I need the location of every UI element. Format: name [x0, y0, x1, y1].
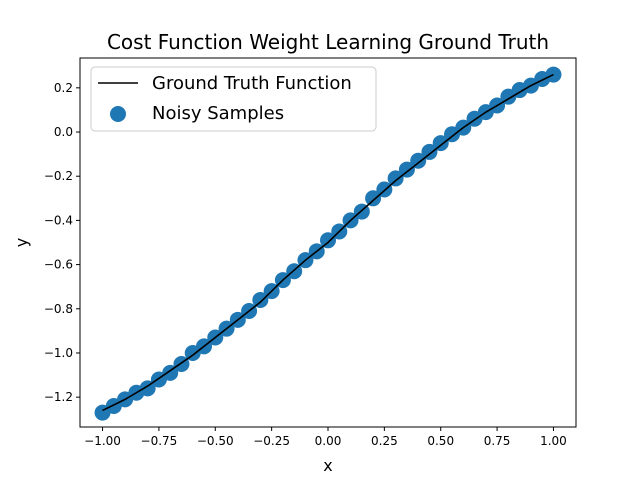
- x-tick-label: 0.50: [427, 434, 454, 448]
- plot-data: [94, 66, 562, 421]
- y-tick-label: 0.0: [54, 125, 73, 139]
- legend-item-noisy-samples: Noisy Samples: [152, 103, 284, 124]
- y-tick-label: −0.6: [44, 258, 73, 272]
- x-tick-label: 0.00: [315, 434, 342, 448]
- y-tick-label: −0.8: [44, 302, 73, 316]
- x-tick-label: −0.75: [141, 434, 178, 448]
- x-axis-label: x: [323, 456, 332, 475]
- y-axis: −1.2 −1.0 −0.8 −0.6 −0.4 −0.2 0.0 0.2: [44, 81, 80, 404]
- scatter-point: [365, 190, 382, 207]
- scatter-point: [432, 135, 449, 152]
- legend-item-ground-truth: Ground Truth Function: [152, 73, 352, 94]
- y-tick-label: −1.2: [44, 390, 73, 404]
- scatter-point: [421, 143, 438, 160]
- x-tick-label: −0.50: [197, 434, 234, 448]
- x-tick-label: 1.00: [540, 434, 567, 448]
- y-tick-label: −0.4: [44, 213, 73, 227]
- legend-box: [90, 66, 377, 132]
- legend: Ground Truth Function Noisy Samples: [90, 66, 377, 132]
- legend-marker-swatch: [110, 106, 126, 122]
- x-tick-label: −0.25: [253, 434, 290, 448]
- ground-truth-line: [102, 73, 554, 412]
- x-axis: −1.00 −0.75 −0.50 −0.25 0.00 0.25 0.50 0.75 1.00: [84, 427, 567, 448]
- scatter-point: [410, 152, 427, 169]
- scatter-point: [398, 161, 415, 178]
- chart-title: Cost Function Weight Learning Ground Tru…: [107, 30, 549, 54]
- scatter-point: [545, 66, 562, 83]
- y-tick-label: −1.0: [44, 346, 73, 360]
- x-tick-label: −1.00: [84, 434, 121, 448]
- y-tick-label: −0.2: [44, 169, 73, 183]
- x-tick-label: 0.25: [371, 434, 398, 448]
- scatter-point: [252, 291, 269, 308]
- x-tick-label: 0.75: [484, 434, 511, 448]
- y-tick-label: 0.2: [54, 81, 73, 95]
- y-axis-label: y: [12, 238, 31, 247]
- scatter-point: [320, 232, 336, 249]
- scatter-point: [387, 170, 404, 187]
